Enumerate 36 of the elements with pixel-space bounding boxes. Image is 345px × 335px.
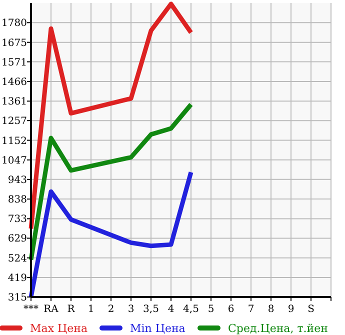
y-tick-label: 1361 (2, 96, 27, 108)
x-tick-label: 9 (288, 304, 294, 315)
x-tick-label: 3,5 (143, 304, 159, 315)
x-tick-label: 7 (248, 304, 254, 315)
y-tick-label: 1571 (2, 57, 27, 68)
x-tick-label: *** (24, 304, 38, 315)
x-tick-label: 8 (268, 304, 274, 315)
x-tick-label: 5 (208, 304, 214, 315)
y-tick-label: 1257 (2, 116, 27, 128)
legend-label: Max Цена (30, 322, 88, 335)
x-tick-label: 6 (228, 304, 234, 315)
y-tick-label: 1675 (2, 38, 27, 49)
y-tick-label: 1152 (2, 136, 27, 147)
y-tick-label: 1047 (2, 155, 27, 166)
y-tick-label: 315 (8, 292, 27, 304)
legend-label: Сред.Цена, т.йен (228, 322, 328, 335)
y-tick-label: 524 (8, 253, 27, 264)
y-tick-label: 733 (8, 214, 27, 226)
x-tick-label: S (308, 304, 315, 315)
x-tick-label: 2 (108, 304, 114, 315)
x-tick-label: R (67, 304, 76, 315)
x-tick-label: RA (44, 304, 60, 315)
legend-label: Min Цена (130, 322, 186, 335)
x-tick-label: 4,5 (183, 304, 199, 315)
line-series (28, 102, 194, 262)
y-tick-label: 419 (8, 273, 27, 284)
line-series (28, 170, 194, 300)
line-series (28, 2, 194, 231)
y-tick-label: 629 (8, 234, 27, 245)
x-tick-label: 1 (88, 304, 94, 315)
x-tick-label: 4 (168, 304, 174, 315)
y-tick-label: 943 (8, 174, 27, 186)
y-tick-label: 1466 (2, 76, 27, 88)
x-tick-label: 3 (128, 304, 134, 315)
y-tick-label: 1780 (2, 18, 27, 30)
y-tick-label: 838 (8, 194, 27, 206)
